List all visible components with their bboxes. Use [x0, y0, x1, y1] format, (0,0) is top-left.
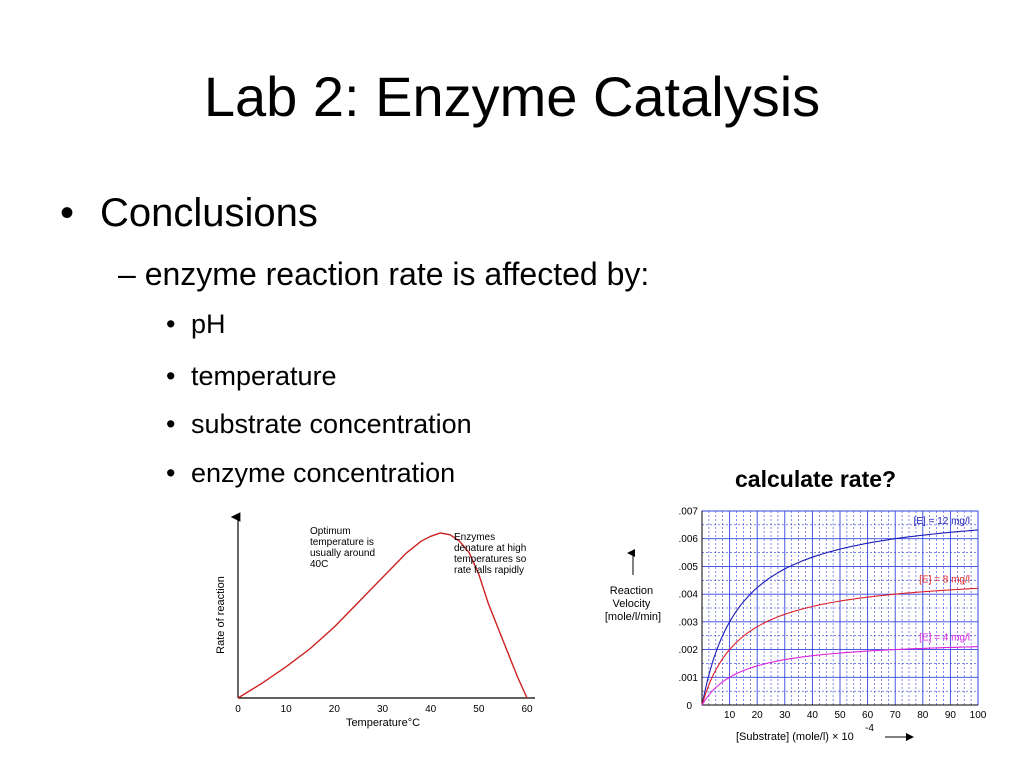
x-tick-label: 40	[425, 704, 437, 715]
velocity-curve	[701, 646, 978, 706]
bullet-conclusions: • Conclusions	[60, 188, 318, 238]
x-tick-label: 90	[945, 710, 957, 721]
origin-label: 0	[686, 701, 692, 712]
x-tick-label: 50	[473, 704, 485, 715]
x-axis-exponent: -4	[865, 723, 874, 734]
velocity-curve	[701, 529, 979, 706]
rate-curve	[237, 532, 528, 699]
substrate-velocity-chart: [E] = 12 mg/l [E] = 8 mg/l [E] = 4 mg/l 10…	[605, 507, 987, 744]
y-tick-label: .002	[679, 645, 699, 656]
x-tick-label: 40	[807, 710, 819, 721]
velocity-curve	[701, 587, 979, 706]
series-label: [E] = 4 mg/l	[919, 633, 970, 644]
temperature-rate-chart: 0 10 20 30 40 50 60 Temperature°C Rate of reac…	[215, 512, 535, 729]
x-tick-label: 0	[235, 704, 241, 715]
factor-item-ph: • pH	[166, 306, 226, 342]
calculate-rate-callout: calculate rate?	[735, 466, 897, 492]
y-tick-label: .006	[679, 534, 699, 545]
sub-bullet-text: enzyme reaction rate is affected by:	[144, 256, 650, 292]
factor-item-enzyme: • enzyme concentration	[166, 455, 455, 491]
slide-title: Lab 2: Enzyme Catalysis	[203, 65, 821, 128]
series-label: [E] = 12 mg/l	[914, 516, 970, 527]
x-axis-label: [Substrate] (mole/l) × 10	[736, 731, 854, 743]
y-axis-label: Rate of reaction	[215, 576, 227, 654]
factor-text: pH	[191, 309, 226, 339]
x-axis-label: Temperature°C	[346, 717, 420, 729]
x-tick-label: 50	[834, 710, 846, 721]
factor-item-substrate: • substrate concentration	[166, 406, 472, 442]
bullet-marker: •	[60, 191, 75, 235]
y-tick-label: .004	[679, 590, 699, 601]
bullet-marker: •	[166, 409, 176, 439]
factor-text: temperature	[191, 361, 337, 391]
optimum-annotation: Optimum temperature is usually around 40…	[310, 526, 378, 570]
x-tick-label: 60	[862, 710, 874, 721]
x-tick-label: 100	[970, 710, 987, 721]
bullet-text: Conclusions	[100, 191, 318, 235]
series-label: [E] = 8 mg/l	[919, 574, 970, 585]
y-tick-label: .003	[679, 617, 699, 628]
y-tick-label: .007	[679, 507, 699, 518]
x-tick-label: 70	[890, 710, 902, 721]
dash-marker: –	[118, 256, 136, 292]
x-tick-label: 10	[724, 710, 736, 721]
y-tick-label: .001	[679, 673, 699, 684]
factor-text: substrate concentration	[191, 409, 472, 439]
bullet-marker: •	[166, 309, 176, 339]
x-tick-label: 20	[329, 704, 341, 715]
factor-item-temperature: • temperature	[166, 358, 337, 394]
sub-bullet-reaction-rate: – enzyme reaction rate is affected by:	[118, 252, 649, 296]
x-tick-label: 30	[779, 710, 791, 721]
x-tick-label: 60	[521, 704, 533, 715]
bullet-marker: •	[166, 361, 176, 391]
x-tick-label: 80	[917, 710, 929, 721]
x-tick-label: 20	[752, 710, 764, 721]
y-tick-label: .005	[679, 562, 699, 573]
denature-annotation: Enzymes denature at high temperatures so…	[454, 532, 529, 576]
x-tick-label: 30	[377, 704, 389, 715]
x-tick-label: 10	[281, 704, 293, 715]
y-axis-label: Reaction Velocity [mole/l/min]	[605, 585, 661, 623]
factor-text: enzyme concentration	[191, 458, 456, 488]
bullet-marker: •	[166, 458, 176, 488]
